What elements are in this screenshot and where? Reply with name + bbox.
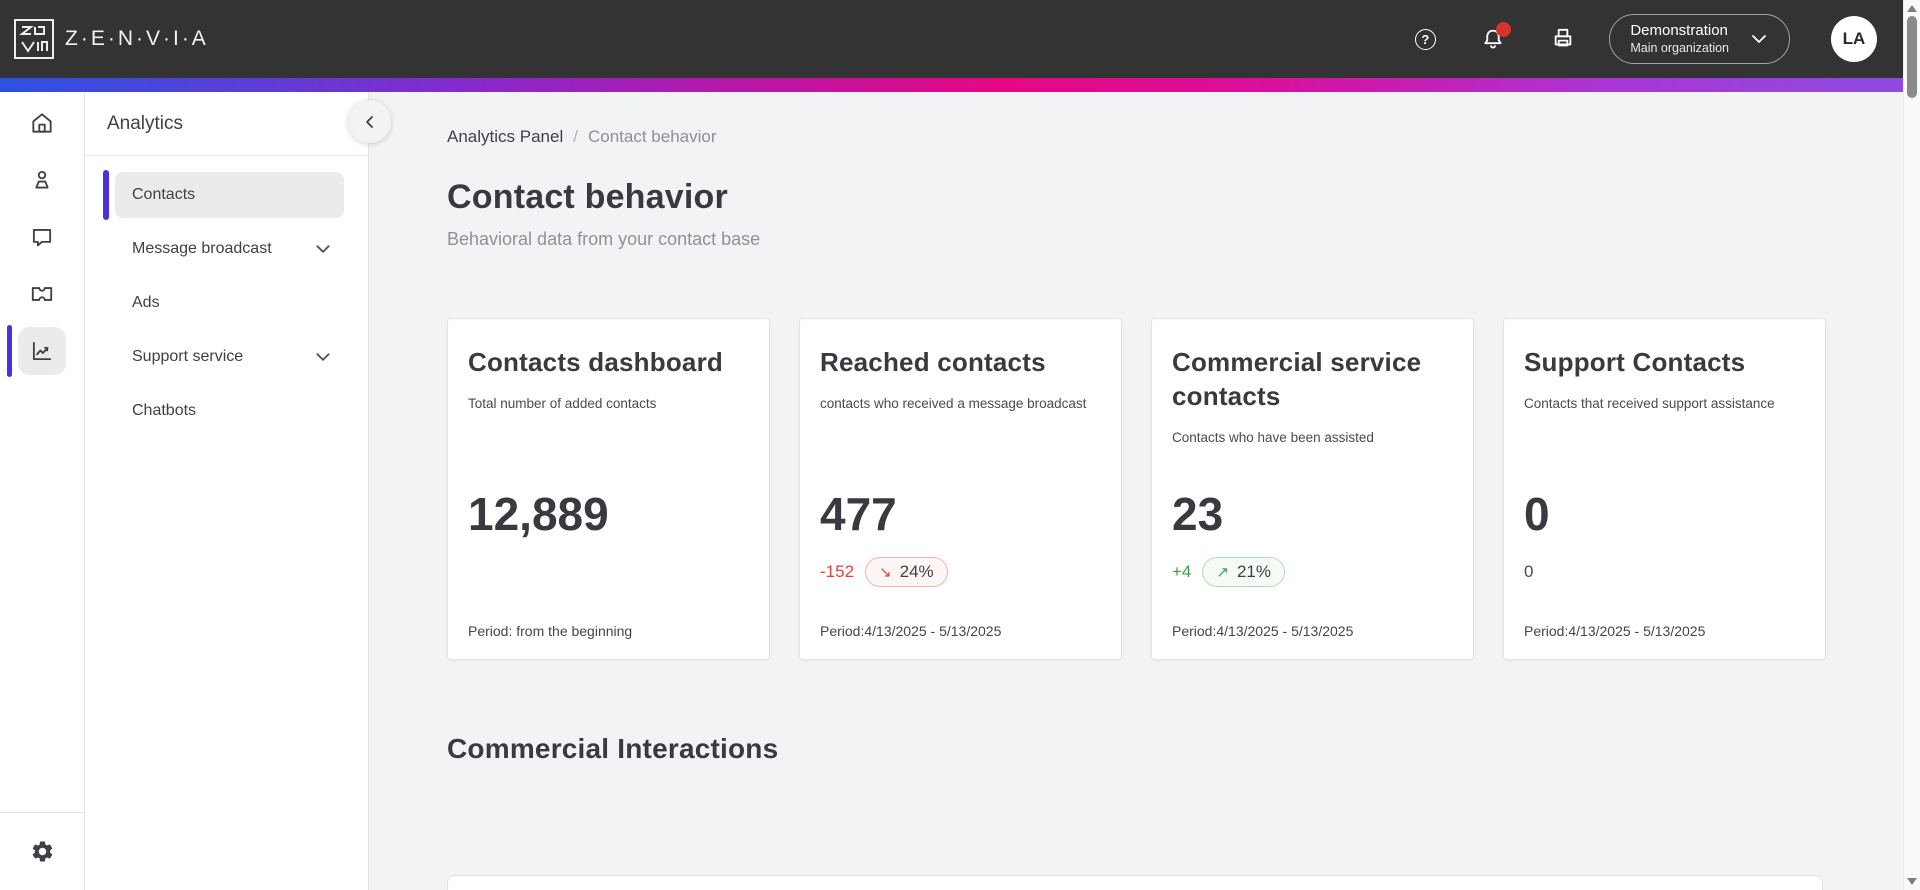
sidebar: Analytics Contacts Message broadcast Ads… (85, 92, 369, 890)
rail-item-conversations[interactable] (18, 213, 66, 261)
page-title: Contact behavior (447, 178, 728, 216)
trend-badge: ↗ 21% (1202, 557, 1285, 587)
card-period: Period:4/13/2025 - 5/13/2025 (820, 623, 1002, 639)
brand-wordmark: Z·E·N·V·I·A (65, 27, 209, 50)
scroll-up-arrow[interactable] (1907, 5, 1917, 12)
sidebar-item-label: Ads (132, 294, 160, 311)
zenvia-logo-icon (14, 19, 54, 59)
card-value: 23 (1172, 488, 1224, 540)
card-value: 477 (820, 488, 897, 540)
notifications-button[interactable] (1479, 22, 1512, 53)
trend-percent: 21% (1236, 562, 1271, 581)
card-delta: +4 (1172, 562, 1192, 581)
card-period: Period:4/13/2025 - 5/13/2025 (1524, 623, 1706, 639)
section-title-commercial-interactions: Commercial Interactions (447, 733, 779, 764)
home-icon (32, 113, 52, 133)
org-name: Demonstration (1630, 21, 1728, 39)
brand-gradient-bar (0, 78, 1920, 92)
card-title: Support Contacts (1524, 347, 1746, 377)
sidebar-item-message-broadcast[interactable]: Message broadcast (115, 226, 344, 272)
help-button[interactable]: ? (1411, 25, 1439, 53)
card-subtitle: Contacts that received support assistanc… (1524, 396, 1775, 411)
printer-icon (1555, 28, 1572, 47)
breadcrumb-link-analytics-panel[interactable]: Analytics Panel (447, 127, 564, 146)
ticket-icon (31, 287, 53, 301)
trend-up-icon: ↗ (1216, 564, 1229, 581)
chevron-down-icon (1752, 35, 1766, 43)
topbar: Z·E·N·V·I·A ? Demonstration Main organiz… (0, 0, 1920, 78)
rail-bottom (0, 812, 84, 890)
trend-percent: 24% (899, 562, 934, 581)
scrollbar (1903, 0, 1920, 890)
person-icon (35, 170, 49, 189)
card-delta: -152 (820, 562, 855, 581)
sidebar-item-ads[interactable]: Ads (115, 280, 344, 326)
card-trend-row: +4 ↗ 21% (1172, 557, 1285, 587)
brand: Z·E·N·V·I·A (13, 18, 209, 60)
scroll-down-arrow[interactable] (1907, 878, 1917, 885)
card-value: 12,889 (468, 488, 609, 540)
collapse-sidebar-button[interactable] (348, 100, 391, 143)
chevron-down-icon (316, 353, 330, 361)
card-trend-row: -152 ↘ 24% (820, 557, 948, 587)
stat-card-reached-contacts: Reached contacts contacts who received a… (799, 318, 1122, 660)
stat-card-commercial-service-contacts: Commercial service contacts Contacts who… (1151, 318, 1474, 660)
main-content: Analytics Panel / Contact behavior Conta… (369, 92, 1920, 890)
user-avatar[interactable]: LA (1831, 16, 1877, 62)
scrollbar-thumb[interactable] (1907, 16, 1917, 98)
print-button[interactable] (1549, 25, 1577, 53)
rail-item-contacts[interactable] (18, 156, 66, 204)
bottom-card-partial (447, 875, 1823, 890)
card-delta: 0 (1524, 562, 1534, 581)
sidebar-item-label: Support service (132, 348, 244, 365)
sidebar-item-chatbots[interactable]: Chatbots (115, 388, 344, 434)
sidebar-item-label: Message broadcast (132, 240, 272, 257)
card-period: Period:4/13/2025 - 5/13/2025 (1172, 623, 1354, 639)
trend-badge: ↘ 24% (865, 557, 948, 587)
breadcrumb-separator: / (573, 127, 578, 146)
gear-icon (32, 841, 52, 862)
org-switcher-button[interactable]: Demonstration Main organization (1609, 14, 1790, 64)
sidebar-menu: Contacts Message broadcast Ads Support s… (85, 156, 368, 434)
card-value: 0 (1524, 488, 1550, 540)
breadcrumb: Analytics Panel / Contact behavior (447, 127, 1920, 147)
chevron-down-icon (316, 245, 330, 253)
trend-down-icon: ↘ (879, 564, 892, 581)
card-subtitle: Contacts who have been assisted (1172, 430, 1374, 445)
card-period: Period: from the beginning (468, 623, 633, 639)
sidebar-item-label: Chatbots (132, 402, 197, 419)
notification-badge-dot (1496, 22, 1512, 37)
rail-item-settings[interactable] (18, 828, 66, 876)
analytics-chart-icon (32, 341, 52, 361)
card-title: Contacts dashboard (468, 347, 723, 377)
card-title: Commercial service contacts (1172, 347, 1422, 411)
chevron-left-icon (365, 115, 373, 128)
page-subtitle: Behavioral data from your contact base (447, 229, 761, 249)
stat-cards-row: Contacts dashboard Total number of added… (447, 318, 1920, 660)
card-subtitle: Total number of added contacts (468, 396, 657, 411)
help-icon: ? (1414, 28, 1436, 50)
avatar-initials: LA (1842, 29, 1866, 48)
card-trend-row: 0 (1524, 557, 1544, 587)
icon-rail (0, 92, 85, 890)
topbar-actions: ? Demonstration Main organization (1411, 14, 1877, 64)
sidebar-item-contacts[interactable]: Contacts (103, 170, 344, 220)
org-subtitle: Main organization (1630, 40, 1729, 55)
rail-item-tickets[interactable] (18, 270, 66, 318)
stat-card-contacts-dashboard: Contacts dashboard Total number of added… (447, 318, 770, 660)
stat-card-support-contacts: Support Contacts Contacts that received … (1503, 318, 1826, 660)
card-subtitle: contacts who received a message broadcas… (820, 396, 1087, 411)
sidebar-item-label: Contacts (132, 186, 196, 203)
card-title: Reached contacts (820, 347, 1046, 377)
sidebar-item-support-service[interactable]: Support service (115, 334, 344, 380)
rail-item-analytics[interactable] (7, 325, 66, 377)
chat-icon (32, 229, 52, 247)
rail-item-home[interactable] (18, 99, 66, 147)
breadcrumb-current: Contact behavior (587, 127, 717, 146)
sidebar-title: Analytics (85, 92, 368, 156)
